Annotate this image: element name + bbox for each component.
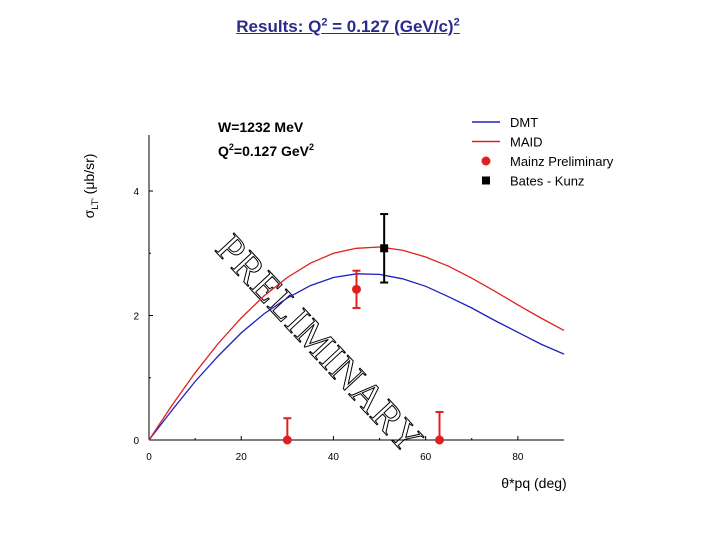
chart-legend: DMT MAID Mainz Preliminary Bates - Kunz	[472, 115, 614, 189]
legend-swatch-mainz-preliminary	[481, 156, 491, 166]
annotation-q2: Q2=0.127 GeV2	[218, 142, 314, 159]
slide-title-text: Results: Q2 = 0.127 (GeV/c)2	[236, 16, 460, 36]
chart-axes	[148, 135, 564, 441]
legend-swatch-bates-kunz	[482, 176, 490, 185]
x-axis-label: θ*pq (deg)	[501, 475, 566, 491]
legend-label-bates-kunz: Bates - Kunz	[510, 174, 584, 189]
series-line-maid	[148, 246, 565, 441]
y-axis-label: σLT' (μb/sr)	[81, 154, 100, 219]
data-point-square	[380, 244, 389, 253]
preliminary-watermark: PRELIMINARY	[207, 225, 432, 462]
x-tick-label: 60	[420, 452, 432, 463]
x-tick-label: 80	[512, 452, 524, 463]
data-point-circle	[352, 284, 361, 294]
data-point-circle	[435, 435, 444, 445]
y-tick-label: 0	[133, 436, 139, 447]
chart-annotation: W=1232 MeV Q2=0.127 GeV2	[218, 119, 314, 159]
y-tick-label: 4	[133, 187, 139, 198]
x-tick-label: 40	[328, 452, 340, 463]
slide-title: Results: Q2 = 0.127 (GeV/c)2	[0, 16, 696, 37]
legend-label-maid: MAID	[510, 135, 543, 150]
y-tick-label: 2	[133, 312, 139, 323]
x-tick-label: 20	[236, 452, 248, 463]
x-tick-label: 0	[146, 452, 152, 463]
legend-label-dmt: DMT	[510, 115, 538, 130]
legend-label-mainz-preliminary: Mainz Preliminary	[510, 154, 614, 169]
data-point-circle	[282, 435, 292, 445]
annotation-w: W=1232 MeV	[218, 119, 304, 135]
chart-points	[282, 213, 444, 445]
